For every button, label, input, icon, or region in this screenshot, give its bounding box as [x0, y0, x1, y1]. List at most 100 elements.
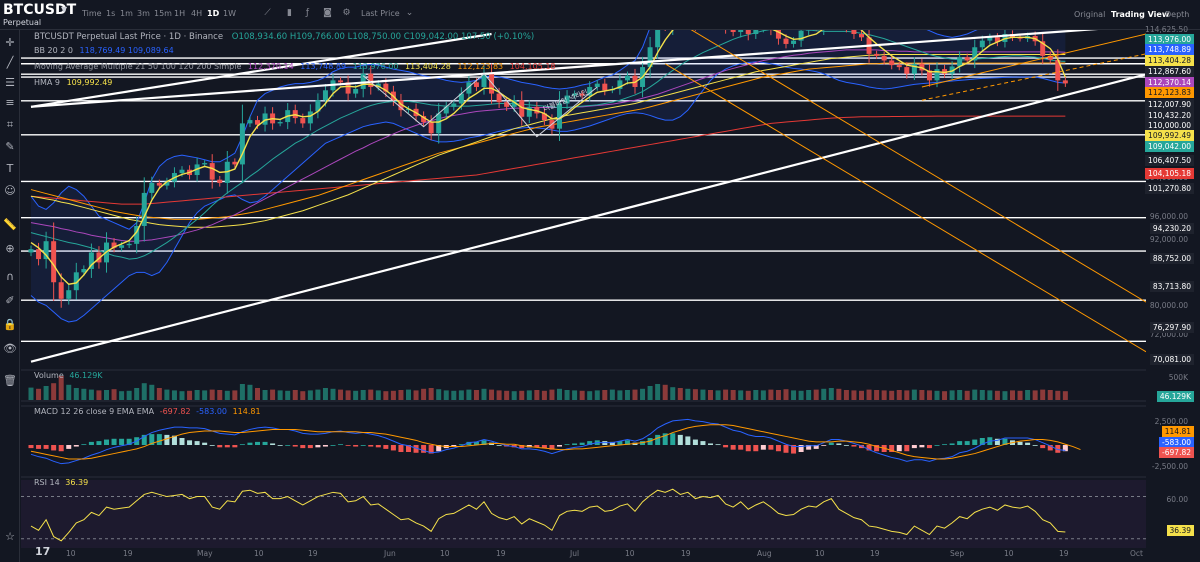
volume-bar: [677, 388, 683, 400]
candle-body: [987, 37, 993, 41]
volume-bar: [164, 389, 170, 400]
trendline-icon[interactable]: ╱: [6, 56, 14, 69]
eye-icon[interactable]: 👁: [3, 342, 17, 355]
lock-icon[interactable]: 🔒: [3, 318, 17, 331]
magnet-icon[interactable]: ∩: [5, 270, 15, 283]
candles-icon[interactable]: ▮: [287, 8, 292, 18]
volume-bar: [1017, 390, 1023, 400]
price-label: 104,105.18: [1145, 168, 1194, 179]
macd-histogram-bar: [949, 443, 955, 445]
volume-tick: 500K: [1168, 373, 1188, 382]
view-original[interactable]: Original: [1074, 10, 1106, 19]
timeframe-1w[interactable]: 1W: [223, 9, 236, 18]
rising-channel-lower[interactable]: [921, 53, 1146, 101]
volume-bar: [602, 390, 608, 400]
camera-icon[interactable]: ◙: [323, 8, 332, 18]
timeframe-1s[interactable]: 1s: [106, 9, 116, 18]
timeframe-time[interactable]: Time: [82, 9, 102, 18]
volume-bar: [443, 390, 449, 400]
macd-histogram-bar: [96, 441, 102, 445]
volume-bar: [957, 390, 963, 400]
candle-body: [806, 30, 812, 31]
emoji-icon[interactable]: ☺: [4, 184, 16, 197]
indicators-icon[interactable]: ƒ: [305, 8, 310, 18]
rsi-background: [21, 480, 1146, 548]
ruler-icon[interactable]: 📏: [3, 218, 17, 231]
candle-body: [798, 30, 804, 41]
view-trading-view[interactable]: Trading View: [1111, 10, 1170, 19]
double-bottom-pattern[interactable]: [362, 73, 598, 138]
text-icon[interactable]: T: [6, 162, 14, 175]
timeframe-1d[interactable]: 1D: [207, 9, 220, 18]
macd-histogram-bar: [557, 445, 562, 447]
view-depth[interactable]: Depth: [1165, 10, 1190, 19]
volume-bar: [202, 390, 208, 400]
timeframe-15m[interactable]: 15m: [154, 9, 172, 18]
volume-bar: [36, 388, 42, 400]
fib-icon[interactable]: ≡: [5, 96, 15, 109]
macd-histogram-bar: [43, 445, 49, 449]
timeframe-4h[interactable]: 4H: [191, 9, 203, 18]
volume-bar: [972, 389, 978, 400]
volume-bar: [51, 383, 57, 400]
volume-bar: [572, 390, 578, 400]
rising-channel-upper[interactable]: [921, 33, 1146, 88]
macd-histogram-bar: [859, 445, 864, 449]
price-type-select[interactable]: Last Price: [361, 9, 400, 18]
candle-body: [541, 113, 547, 121]
chart-title: BTCUSDT Perpetual Last Price · 1D · Bina…: [34, 32, 224, 42]
volume-bar: [700, 389, 706, 400]
candle-body: [1055, 59, 1061, 81]
timeframe-1h[interactable]: 1H: [174, 9, 186, 18]
candle-body: [217, 179, 223, 183]
brush-icon[interactable]: ✎: [5, 140, 15, 153]
volume-bar: [519, 390, 525, 400]
macd-histogram-bar: [677, 434, 683, 445]
macd-axis-label: -697.82: [1159, 447, 1194, 458]
volume-bar: [322, 388, 328, 400]
channel-line-lower[interactable]: [664, 63, 1146, 353]
macd-histogram-bar: [51, 445, 57, 451]
settings-icon[interactable]: ⚙: [342, 8, 351, 18]
trash-icon[interactable]: 🗑: [3, 374, 17, 387]
candle-body: [1062, 80, 1068, 84]
volume-bar: [481, 388, 487, 400]
macd-histogram-bar: [360, 445, 366, 446]
symbol-dropdown-icon[interactable]: ▼: [61, 5, 68, 14]
channel-line-upper[interactable]: [665, 30, 1146, 303]
chart-type-icon[interactable]: ⟋: [264, 8, 271, 18]
rsi-legend: RSI 14 36.39: [34, 478, 88, 487]
upper-trendline[interactable]: [30, 32, 492, 108]
channel-icon[interactable]: ⌗: [6, 118, 14, 131]
lower-trendline[interactable]: [30, 73, 1146, 363]
horizontal-line-icon[interactable]: ☰: [5, 76, 15, 89]
volume-bar: [534, 390, 540, 400]
volume-bar: [843, 390, 849, 400]
macd-histogram-bar: [685, 436, 691, 445]
volume-bar: [466, 389, 472, 400]
lock-drawings-icon[interactable]: ✐: [5, 294, 15, 307]
star-icon[interactable]: ☆: [5, 530, 15, 543]
crosshair-icon[interactable]: ✛: [5, 36, 15, 49]
zoom-icon[interactable]: ⊕: [5, 242, 15, 255]
candle-body: [239, 123, 245, 165]
volume-bar: [866, 389, 872, 400]
candle-body: [156, 182, 162, 186]
candle-body: [81, 269, 87, 273]
candle-body: [134, 225, 140, 244]
upper-trendline-extended[interactable]: [30, 30, 1146, 108]
time-tick: Aug: [757, 549, 772, 558]
timeframe-3m[interactable]: 3m: [137, 9, 150, 18]
timeframe-1m[interactable]: 1m: [120, 9, 133, 18]
symbol-name[interactable]: BTCUSDT: [3, 2, 77, 18]
candle-body: [745, 30, 751, 35]
macd-histogram-bar: [119, 438, 125, 445]
ma21-line: [30, 30, 1066, 260]
time-tick: 19: [681, 549, 691, 558]
macd-histogram-bar: [322, 445, 328, 447]
time-tick: 10: [66, 549, 76, 558]
candle-body: [904, 67, 910, 74]
volume-bar: [655, 384, 661, 400]
volume-bar: [1055, 390, 1061, 400]
